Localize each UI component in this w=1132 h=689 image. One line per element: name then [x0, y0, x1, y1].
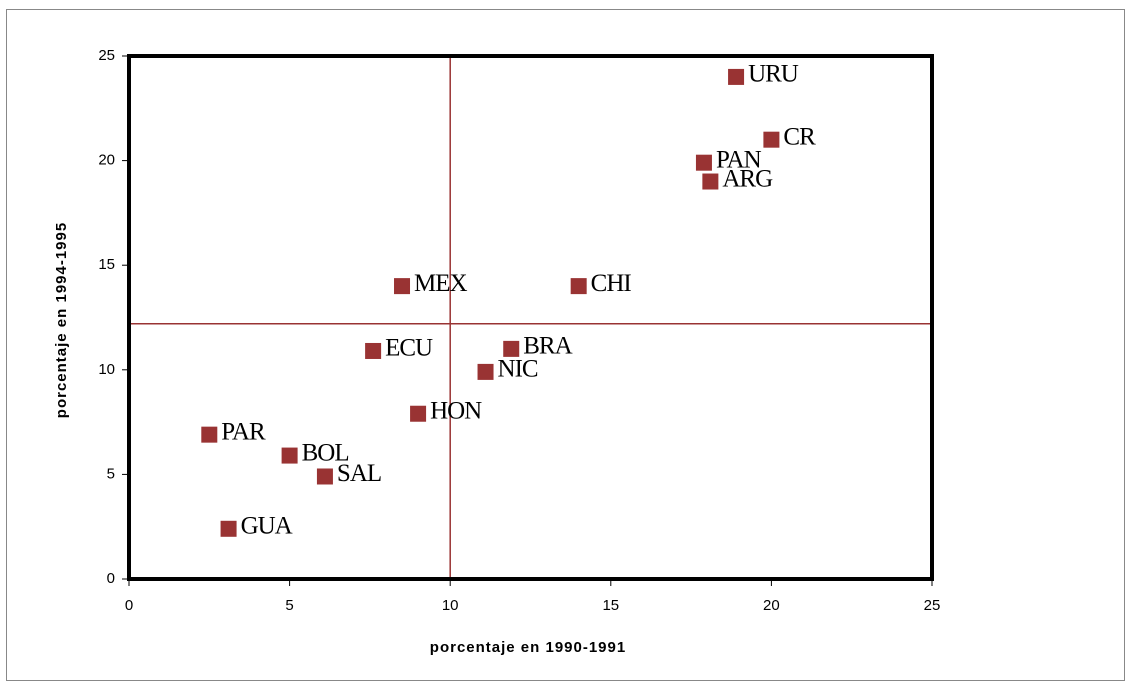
point [695, 154, 712, 171]
point [477, 363, 494, 380]
point [316, 468, 333, 485]
point [570, 278, 587, 295]
x-tick-label: 25 [924, 597, 941, 614]
x-tick-label: 5 [285, 597, 293, 614]
y-tick-label: 10 [98, 361, 115, 378]
x-tick-label: 0 [125, 597, 133, 614]
point [220, 520, 237, 537]
point [410, 405, 427, 422]
point-label: ECU [385, 335, 433, 362]
point-label: GUA [241, 513, 293, 540]
y-tick-label: 15 [98, 256, 115, 273]
y-axis-title: porcentaje en 1994-1995 [53, 222, 70, 418]
outer-frame [6, 9, 1125, 681]
point [281, 447, 298, 464]
y-tick-label: 25 [98, 47, 115, 64]
point [702, 173, 719, 190]
point [728, 68, 745, 85]
x-axis-title: porcentaje en 1990-1991 [430, 639, 626, 656]
y-tick-label: 20 [98, 152, 115, 169]
y-tick-label: 5 [107, 465, 115, 482]
point-label: SAL [337, 460, 381, 487]
point-label: PAN [716, 146, 762, 173]
point-label: URU [748, 61, 799, 88]
x-tick-label: 10 [442, 597, 459, 614]
point-label: BRA [523, 333, 572, 360]
point [365, 342, 382, 359]
x-tick-label: 20 [763, 597, 780, 614]
point-label: ARG [722, 165, 773, 192]
point-label: BOL [302, 439, 349, 466]
point-label: HON [430, 397, 482, 424]
point-label: NIC [498, 356, 538, 383]
point-label: CR [783, 123, 816, 150]
point-label: CHI [591, 270, 632, 297]
x-tick-label: 15 [602, 597, 619, 614]
point [394, 278, 411, 295]
point [201, 426, 218, 443]
point [763, 131, 780, 148]
plot-frame [127, 54, 934, 581]
point [503, 340, 520, 357]
point-label: MEX [414, 270, 468, 297]
y-tick-label: 0 [107, 570, 115, 587]
point-label: PAR [221, 418, 266, 445]
